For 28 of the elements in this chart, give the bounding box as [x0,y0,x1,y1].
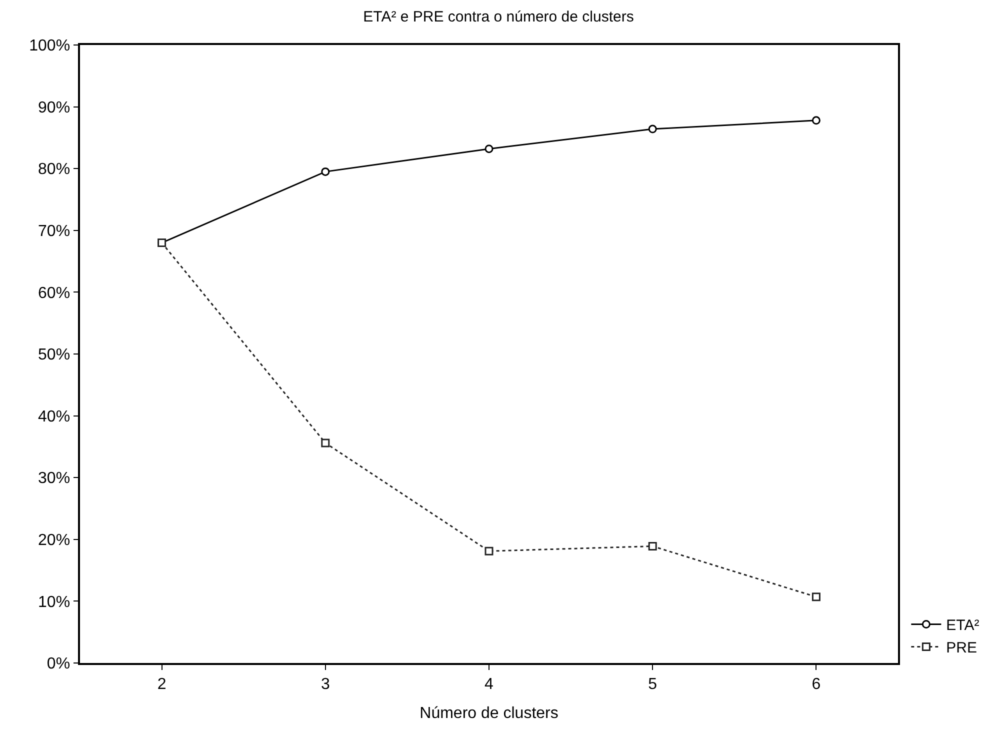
point [812,116,820,125]
y-tick-label: 100% [29,38,70,55]
legend-label: PRE [946,640,978,657]
y-tick-label: 20% [38,532,70,549]
point [648,124,657,134]
legend-label: ETA² [946,617,980,634]
x-axis-title: Número de clusters [420,705,558,722]
y-tick-label: 80% [38,161,70,178]
x-tick-label: 3 [320,676,330,693]
y-tick-label: 90% [38,99,70,116]
chart-title: ETA² e PRE contra o número de clusters [363,8,634,26]
x-tick-label: 6 [812,676,821,693]
y-tick-label: 40% [38,408,70,426]
point [648,542,657,550]
y-tick-label: 30% [38,470,70,488]
point [812,592,820,602]
x-tick-label: 2 [157,676,166,693]
x-tick-label: 5 [648,676,658,693]
x-tick-label: 4 [484,676,494,693]
y-tick-label: 0% [46,656,70,673]
point [321,438,330,448]
y-tick-label: 50% [38,346,70,364]
y-tick-label: 10% [38,594,70,611]
point [321,167,330,176]
y-tick-label: 70% [38,223,70,240]
point [484,144,494,154]
point [484,546,494,556]
y-tick-label: 60% [38,284,70,302]
